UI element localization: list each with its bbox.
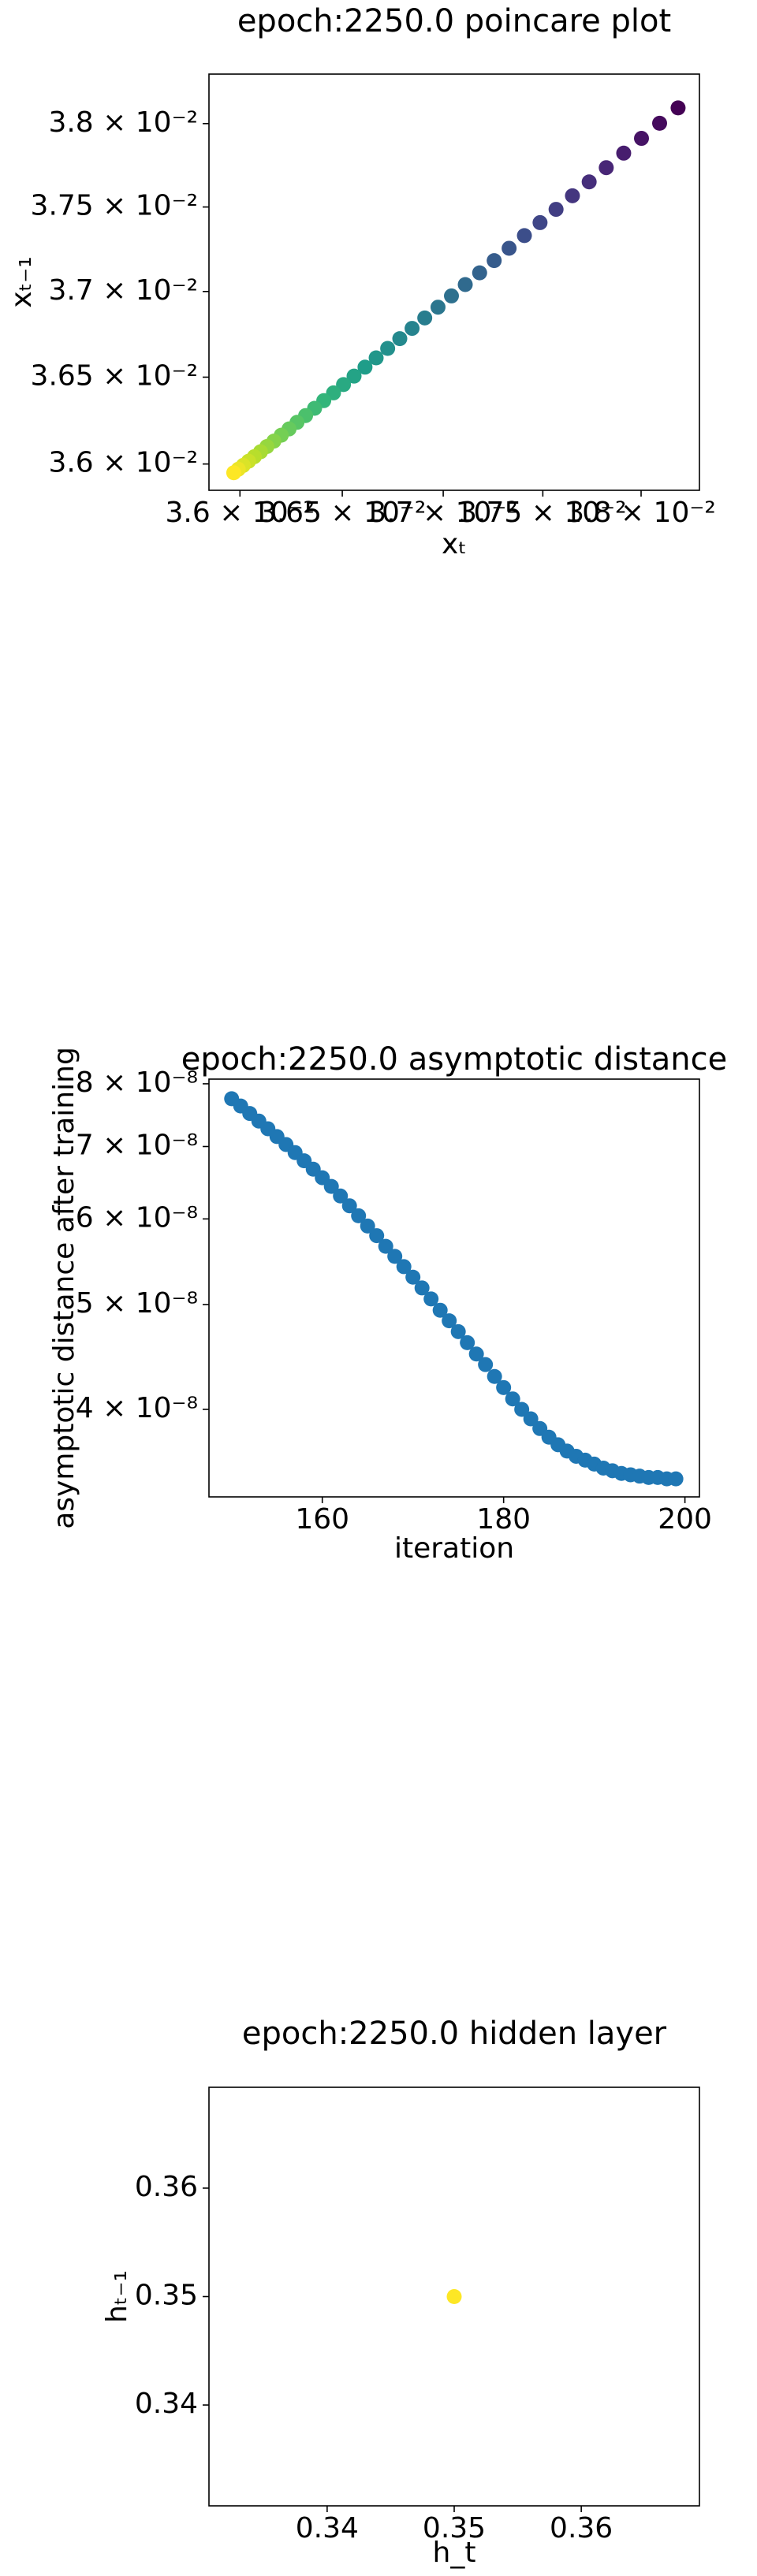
- point: [460, 1335, 475, 1350]
- point: [599, 160, 614, 176]
- x-tick-label: 3.7 × 10⁻²: [368, 497, 518, 529]
- point: [346, 368, 362, 384]
- y-tick-label: 8 × 10⁻⁸: [76, 1067, 198, 1099]
- point: [532, 214, 548, 230]
- point: [634, 131, 650, 147]
- point: [472, 265, 487, 281]
- point: [478, 1357, 494, 1372]
- point: [396, 1259, 412, 1275]
- point: [616, 145, 632, 161]
- point: [333, 1188, 349, 1204]
- point: [387, 1249, 403, 1264]
- point: [670, 100, 686, 116]
- y-tick-label: 0.34: [135, 2388, 198, 2420]
- point: [516, 228, 532, 244]
- point: [487, 1368, 502, 1384]
- x-tick-label: 3.75 × 10⁻²: [459, 497, 626, 529]
- chart-title: epoch:2250.0 poincare plot: [237, 3, 671, 39]
- point: [323, 1178, 339, 1194]
- point: [505, 1391, 520, 1407]
- point: [392, 331, 408, 347]
- point: [430, 300, 446, 315]
- point: [514, 1402, 530, 1417]
- x-axis-label: iteration: [394, 1532, 514, 1565]
- point: [226, 465, 241, 481]
- y-axis-label: hₜ₋₁: [101, 2270, 133, 2323]
- x-tick-label: 3.6 × 10⁻²: [166, 497, 315, 529]
- point: [432, 1302, 448, 1318]
- point: [468, 1346, 484, 1362]
- y-tick-label: 3.8 × 10⁻²: [48, 106, 198, 139]
- y-tick-label: 7 × 10⁻⁸: [76, 1129, 198, 1161]
- x-tick-label: 0.36: [550, 2512, 613, 2544]
- point: [368, 350, 384, 366]
- point: [351, 1208, 367, 1223]
- x-tick-label: 0.35: [423, 2512, 486, 2544]
- y-tick-label: 3.6 × 10⁻²: [48, 447, 198, 479]
- point: [336, 377, 352, 393]
- point: [487, 253, 502, 269]
- y-axis-label: asymptotic distance after training: [48, 1047, 80, 1529]
- point: [581, 174, 597, 190]
- x-axis-label: h_t: [433, 2537, 476, 2569]
- point: [502, 240, 517, 256]
- y-tick-label: 5 × 10⁻⁸: [76, 1287, 198, 1320]
- x-tick-label: 160: [295, 1503, 349, 1536]
- point: [652, 115, 668, 131]
- point: [565, 188, 580, 203]
- point: [548, 202, 564, 218]
- x-axis-label: xₜ: [442, 528, 467, 560]
- x-tick-label: 3.8 × 10⁻²: [566, 497, 716, 529]
- point: [457, 277, 473, 292]
- y-tick-label: 0.35: [135, 2280, 198, 2312]
- point: [414, 1280, 430, 1296]
- point: [360, 1218, 375, 1234]
- x-tick-label: 3.65 × 10⁻²: [259, 497, 426, 529]
- point: [423, 1291, 439, 1307]
- plot-frame: [208, 73, 700, 491]
- x-tick-label: 180: [476, 1503, 531, 1536]
- point: [341, 1198, 357, 1214]
- y-tick-label: 0.36: [135, 2171, 198, 2203]
- point: [496, 1379, 512, 1395]
- point: [442, 1313, 457, 1329]
- point: [380, 341, 396, 356]
- point: [523, 1411, 539, 1427]
- y-tick-label: 3.65 × 10⁻²: [31, 359, 198, 392]
- plot-frame: [208, 1078, 700, 1498]
- chart-title: epoch:2250.0 hidden layer: [242, 2016, 667, 2052]
- y-tick-label: 3.75 × 10⁻²: [31, 190, 198, 222]
- point: [450, 1323, 466, 1339]
- y-axis-label: xₜ₋₁: [6, 256, 38, 307]
- x-tick-label: 200: [658, 1503, 712, 1536]
- point: [357, 359, 373, 375]
- x-tick-label: 0.34: [296, 2512, 359, 2544]
- y-tick-label: 6 × 10⁻⁸: [76, 1201, 198, 1234]
- point: [369, 1228, 385, 1244]
- y-tick-label: 3.7 × 10⁻²: [48, 274, 198, 307]
- point: [446, 2289, 462, 2304]
- point: [405, 321, 420, 337]
- point: [378, 1238, 393, 1254]
- point: [417, 310, 433, 326]
- chart-title: epoch:2250.0 asymptotic distance: [181, 1041, 728, 1078]
- point: [405, 1269, 421, 1285]
- point: [668, 1471, 684, 1487]
- point: [444, 288, 460, 303]
- y-tick-label: 4 × 10⁻⁸: [76, 1392, 198, 1424]
